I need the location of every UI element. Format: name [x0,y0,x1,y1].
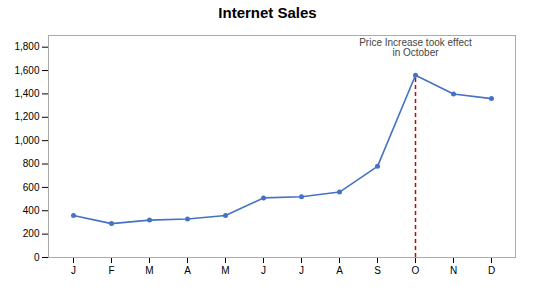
svg-text:J: J [71,265,76,276]
svg-text:N: N [450,265,457,276]
svg-text:0: 0 [34,252,40,263]
html-text:Internet Sales: Internet Sales [218,4,317,21]
svg-text:F: F [108,265,114,276]
svg-text:200: 200 [23,228,40,239]
svg-text:1,800: 1,800 [14,41,39,52]
svg-text:M: M [221,265,229,276]
svg-text:A: A [184,265,191,276]
svg-text:800: 800 [23,158,40,169]
svg-text:400: 400 [23,205,40,216]
svg-text:O: O [412,265,420,276]
svg-text:1,200: 1,200 [14,111,39,122]
svg-text:600: 600 [23,182,40,193]
svg-text:Price Increase took effectin O: Price Increase took effectin October [359,37,472,58]
svg-text:S: S [374,265,381,276]
svg-text:1,400: 1,400 [14,88,39,99]
svg-text:M: M [145,265,153,276]
svg-text:J: J [299,265,304,276]
svg-text:1,600: 1,600 [14,65,39,76]
svg-text:A: A [336,265,343,276]
svg-text:1,000: 1,000 [14,135,39,146]
svg-text:D: D [488,265,495,276]
svg-text:J: J [261,265,266,276]
